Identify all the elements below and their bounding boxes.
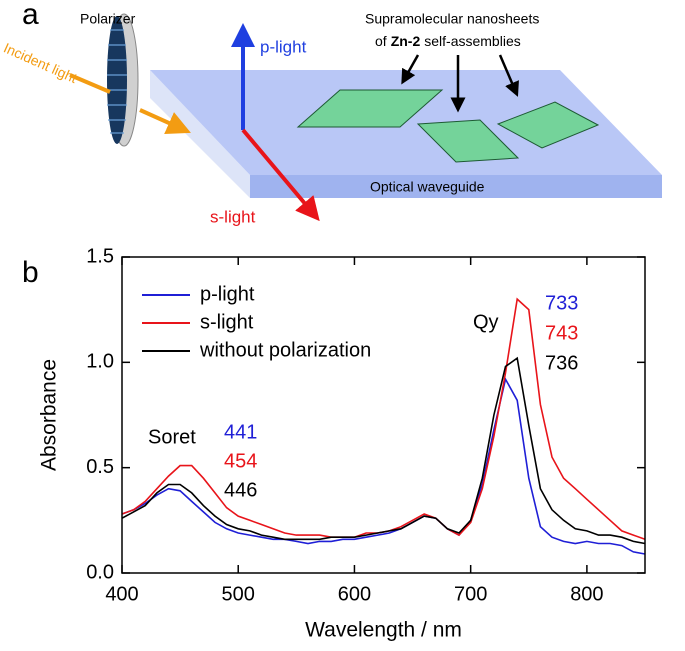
polarizer-label: Polarizer	[80, 11, 136, 27]
waveguide-side	[150, 70, 250, 198]
waveguide-label: Optical waveguide	[370, 179, 485, 195]
annotation: 446	[224, 479, 257, 501]
nanosheet	[296, 89, 444, 128]
annotation: 454	[224, 450, 257, 472]
schematic: a Polarizer Incident light p-light s-lig…	[1, 0, 662, 226]
text: Zn-2	[391, 33, 421, 49]
x-axis-label: Wavelength / nm	[305, 619, 462, 642]
annotation: Qy	[473, 311, 499, 333]
nanosheets-label: Supramolecular nanosheets	[365, 11, 539, 27]
p-light-label: p-light	[260, 37, 307, 56]
y-tick-label: 0.0	[86, 561, 114, 583]
series-line	[121, 376, 646, 555]
waveguide-front	[250, 175, 662, 198]
annotation: 733	[545, 292, 578, 314]
y-tick-label: 0.5	[86, 456, 114, 478]
nanosheets-label: of Zn-2 self-assemblies	[375, 33, 521, 49]
annotation: 441	[224, 421, 257, 443]
plot-frame	[121, 256, 646, 574]
x-tick-label: 400	[105, 583, 138, 605]
s-arrow	[241, 128, 320, 222]
legend-label: s-light	[200, 311, 254, 333]
polarizer	[107, 16, 127, 144]
incident-arrow-in	[69, 73, 111, 94]
panel-label: b	[22, 256, 39, 289]
x-tick-label: 700	[454, 583, 487, 605]
annotation: 743	[545, 322, 578, 344]
s-light-label: s-light	[210, 207, 256, 226]
chart: b 400 500 600 700 800 0.0 0.5 1.0 1.5 Wavelength /…	[22, 245, 646, 642]
x-tick-label: 800	[570, 583, 603, 605]
annotation: Soret	[148, 426, 196, 448]
panel-label: a	[22, 0, 39, 31]
x-tick-label: 600	[338, 583, 371, 605]
nanosheet	[416, 119, 520, 163]
annotation: 736	[545, 352, 578, 374]
incident-label: Incident light	[1, 40, 79, 87]
y-tick-label: 1.5	[86, 245, 114, 267]
text: of	[375, 33, 387, 49]
text: self-assemblies	[424, 33, 520, 49]
pointer-arrows	[401, 54, 519, 113]
polarizer-stripes	[107, 29, 127, 134]
legend-label: without polarization	[199, 339, 371, 361]
y-axis-label: Absorbance	[38, 359, 61, 471]
legend-label: p-light	[200, 283, 255, 305]
series-line	[121, 356, 646, 545]
incident-arrow-out	[139, 108, 191, 135]
y-tick-label: 1.0	[86, 351, 114, 373]
waveguide-top	[150, 70, 662, 175]
nanosheet	[496, 101, 600, 149]
x-tick-label: 500	[222, 583, 255, 605]
